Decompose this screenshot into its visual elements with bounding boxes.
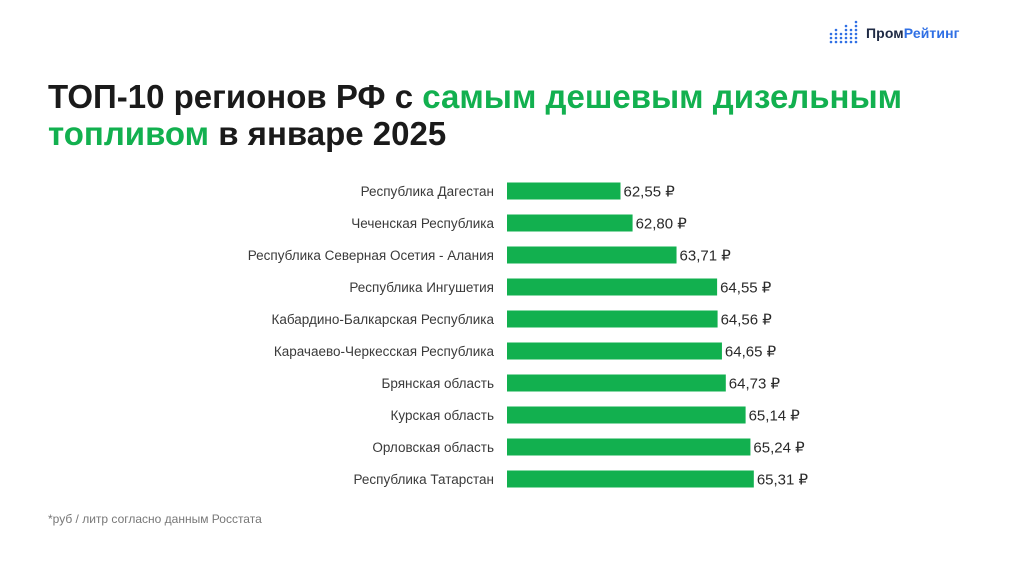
- bar: [507, 470, 754, 488]
- promrating-logo: ПромРейтинг: [828, 20, 960, 46]
- title-part1: ТОП-10 регионов РФ с: [48, 78, 423, 115]
- category-label: Чеченская Республика: [351, 216, 494, 231]
- bar: [507, 310, 718, 328]
- category-label: Карачаево-Черкесская Республика: [274, 344, 495, 359]
- value-label: 63,71 ₽: [680, 248, 732, 265]
- bar: [507, 406, 746, 424]
- bar: [507, 182, 621, 200]
- logo-text-part1: Пром: [866, 25, 904, 41]
- bar: [507, 246, 677, 264]
- value-label: 64,73 ₽: [729, 376, 781, 393]
- value-label: 62,80 ₽: [636, 216, 688, 233]
- category-label: Кабардино-Балкарская Республика: [272, 312, 495, 327]
- value-label: 65,14 ₽: [749, 408, 801, 425]
- category-label: Республика Северная Осетия - Алания: [248, 248, 494, 263]
- value-label: 64,65 ₽: [725, 344, 777, 361]
- title-part2: в январе 2025: [209, 115, 447, 152]
- bar: [507, 214, 633, 232]
- category-label: Курская область: [391, 408, 494, 423]
- category-label: Орловская область: [372, 440, 494, 455]
- value-label: 64,56 ₽: [721, 312, 773, 329]
- logo-dots-icon: [829, 20, 858, 44]
- footnote: *руб / литр согласно данным Росстата: [48, 512, 262, 526]
- bar: [507, 278, 718, 296]
- logo-text-part2: Рейтинг: [903, 25, 960, 41]
- value-label: 65,24 ₽: [753, 440, 805, 457]
- page-title: ТОП-10 регионов РФ с самым дешевым дизел…: [48, 78, 988, 152]
- value-label: 62,55 ₽: [624, 184, 676, 201]
- value-label: 64,55 ₽: [720, 280, 772, 297]
- category-label: Республика Дагестан: [361, 184, 494, 199]
- title-highlight1: самым дешевым дизельным: [422, 78, 903, 115]
- category-label: Республика Татарстан: [353, 472, 494, 487]
- title-highlight2: топливом: [48, 115, 210, 152]
- category-label: Брянская область: [382, 376, 495, 391]
- logo-text: ПромРейтинг: [866, 25, 960, 41]
- bar: [507, 438, 751, 456]
- value-label: 65,31 ₽: [757, 472, 809, 489]
- bar: [507, 374, 726, 392]
- bar: [507, 342, 722, 360]
- category-label: Республика Ингушетия: [349, 280, 494, 295]
